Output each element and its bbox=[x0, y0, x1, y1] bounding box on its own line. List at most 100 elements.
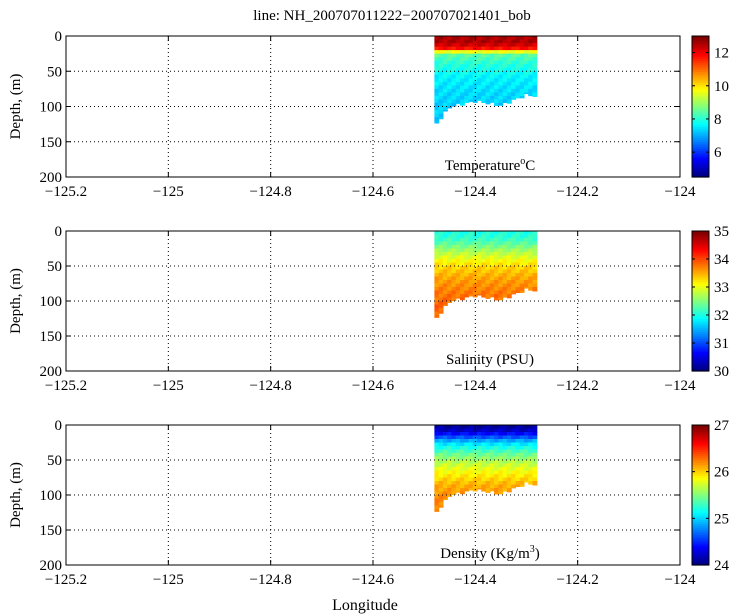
x-tick-label: −124.6 bbox=[352, 184, 395, 200]
section-cell bbox=[532, 439, 538, 444]
section-cell bbox=[472, 252, 478, 257]
section-cell bbox=[464, 449, 470, 454]
section-cell bbox=[515, 266, 521, 271]
section-cell bbox=[515, 78, 521, 83]
section-cell bbox=[523, 60, 529, 65]
section-cell bbox=[511, 50, 517, 55]
section-cell bbox=[464, 255, 470, 260]
colorbar-tick-label: 32 bbox=[714, 308, 729, 324]
section-cell bbox=[489, 60, 495, 65]
section-cell bbox=[464, 85, 470, 90]
section-cell bbox=[481, 439, 487, 444]
section-cell bbox=[459, 255, 465, 260]
section-cell bbox=[485, 234, 491, 239]
section-cell bbox=[451, 449, 457, 454]
colorbar-segment bbox=[692, 342, 709, 346]
section-cell bbox=[502, 283, 508, 288]
section-cell bbox=[489, 78, 495, 83]
section-cell bbox=[447, 43, 453, 48]
section-cell bbox=[455, 57, 461, 62]
section-cell bbox=[502, 262, 508, 267]
section-cell bbox=[515, 64, 521, 69]
section-cell bbox=[494, 241, 499, 246]
section-cell bbox=[494, 262, 499, 267]
section-cell bbox=[451, 85, 457, 90]
section-cell bbox=[477, 252, 482, 257]
section-cell bbox=[494, 439, 499, 444]
section-heatmap bbox=[434, 425, 538, 512]
y-tick-label: 50 bbox=[47, 64, 62, 80]
section-cell bbox=[489, 276, 495, 281]
section-cell bbox=[459, 234, 465, 239]
section-cell bbox=[528, 85, 534, 90]
section-cell bbox=[515, 238, 521, 243]
colorbar-segment bbox=[692, 53, 709, 57]
section-cell bbox=[468, 36, 474, 41]
section-cell bbox=[485, 67, 491, 72]
section-cell bbox=[523, 43, 529, 48]
section-cell bbox=[442, 92, 448, 97]
section-cell bbox=[523, 78, 529, 83]
x-tick-label: −124.2 bbox=[557, 572, 599, 588]
section-cell bbox=[506, 491, 512, 493]
colorbar-segment bbox=[692, 479, 709, 483]
section-cell bbox=[451, 280, 457, 285]
section-cell bbox=[515, 85, 521, 90]
section-cell bbox=[528, 477, 534, 482]
section-cell bbox=[434, 57, 440, 62]
section-cell bbox=[438, 248, 444, 253]
section-cell bbox=[489, 99, 495, 103]
section-cell bbox=[434, 505, 440, 510]
section-cell bbox=[515, 481, 521, 486]
colorbar-segment bbox=[692, 325, 709, 328]
section-cell bbox=[459, 442, 465, 447]
section-cell bbox=[451, 435, 457, 440]
section-cell bbox=[485, 439, 491, 444]
section-cell bbox=[494, 74, 499, 79]
section-cell bbox=[477, 425, 482, 430]
section-cell bbox=[485, 241, 491, 246]
section-cell bbox=[434, 262, 440, 267]
section-cell bbox=[477, 95, 482, 101]
section-cell bbox=[447, 463, 453, 468]
section-cell bbox=[485, 88, 491, 94]
section-cell bbox=[532, 467, 538, 472]
section-cell bbox=[442, 273, 448, 278]
section-cell bbox=[511, 74, 517, 79]
section-cell bbox=[494, 266, 499, 271]
section-cell bbox=[451, 446, 457, 451]
section-cell bbox=[519, 252, 525, 257]
colorbar-segment bbox=[692, 130, 709, 134]
section-cell bbox=[506, 64, 512, 69]
section-cell bbox=[489, 266, 495, 271]
section-cell bbox=[459, 463, 465, 468]
section-cell bbox=[511, 287, 517, 292]
colorbar-segment bbox=[692, 146, 709, 149]
section-cell bbox=[447, 301, 453, 303]
section-cell bbox=[494, 245, 499, 250]
section-cell bbox=[455, 488, 461, 493]
section-cell bbox=[477, 467, 482, 472]
section-cell bbox=[451, 481, 457, 486]
section-cell bbox=[438, 53, 444, 58]
section-cell bbox=[477, 442, 482, 447]
x-tick-label: −125.2 bbox=[45, 378, 87, 394]
section-cell bbox=[434, 46, 440, 51]
section-cell bbox=[455, 60, 461, 65]
section-cell bbox=[455, 290, 461, 295]
section-cell bbox=[528, 425, 534, 430]
section-cell bbox=[515, 74, 521, 79]
section-cell bbox=[528, 231, 534, 236]
section-cell bbox=[502, 432, 508, 437]
section-cell bbox=[455, 432, 461, 437]
section-cell bbox=[468, 266, 474, 271]
section-cell bbox=[511, 259, 517, 264]
section-cell bbox=[511, 248, 517, 253]
section-cell bbox=[523, 456, 529, 461]
y-tick-label: 50 bbox=[47, 453, 62, 469]
section-cell bbox=[515, 241, 521, 246]
section-cell bbox=[489, 46, 495, 51]
section-cell bbox=[442, 301, 448, 306]
section-cell bbox=[447, 53, 453, 58]
section-cell bbox=[451, 238, 457, 243]
